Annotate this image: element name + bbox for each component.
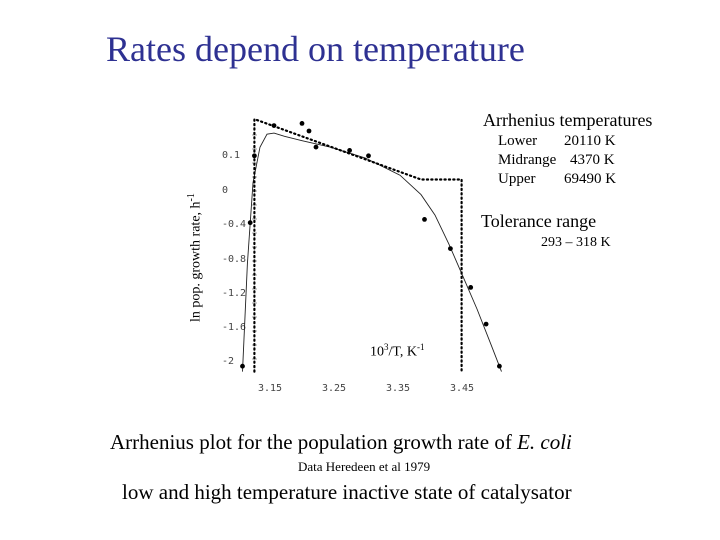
- x-axis-label: 103/T, K-1: [368, 342, 427, 361]
- arrhenius-row-value: 4370 K: [570, 152, 615, 168]
- x-tick-label: 3.15: [258, 383, 282, 394]
- y-tick-label: 0: [222, 185, 228, 196]
- x-tick-label: 3.45: [450, 383, 474, 394]
- arrhenius-temperatures-heading: Arrhenius temperatures: [483, 110, 653, 130]
- data-point: [422, 217, 427, 222]
- data-point: [497, 363, 502, 369]
- arrhenius-row-value: 69490 K: [564, 171, 617, 187]
- data-point: [448, 246, 453, 252]
- x-tick-label: 3.25: [322, 383, 346, 394]
- arrhenius-row-value: 20110 K: [564, 133, 616, 149]
- data-point: [366, 153, 371, 159]
- arrhenius-row-label: Midrange: [498, 152, 557, 168]
- data-source: Data Heredeen et al 1979: [298, 459, 431, 474]
- arrhenius-row-upper: Upper 69490 K: [498, 171, 616, 188]
- y-tick-label: 0.1: [222, 150, 240, 161]
- tolerance-range-value: 293 – 318 K: [541, 235, 611, 250]
- x-tick-label: 3.35: [386, 383, 410, 394]
- y-tick-labels: 0.1 0 -0.4 -0.8 -1.2 -1.6 -2: [222, 150, 246, 367]
- subcaption: low and high temperature inactive state …: [122, 480, 572, 504]
- data-point: [313, 144, 319, 150]
- y-axis-label: ln pop. growth rate, h-1: [186, 193, 204, 322]
- data-point: [347, 148, 352, 153]
- data-point: [306, 128, 312, 134]
- y-tick-label: -0.8: [222, 254, 246, 265]
- data-point: [252, 153, 257, 159]
- slide-title: Rates depend on temperature: [106, 29, 525, 69]
- data-points: [240, 121, 502, 369]
- data-point: [468, 285, 474, 290]
- caption-species: E. coli: [517, 430, 572, 454]
- tolerance-range-heading: Tolerance range: [481, 211, 597, 231]
- arrhenius-row-label: Upper: [498, 171, 536, 187]
- y-tick-label: -1.6: [222, 322, 246, 333]
- y-tick-label: -0.4: [222, 219, 246, 230]
- x-tick-labels: 3.15 3.25 3.35 3.45: [258, 383, 474, 394]
- data-point: [299, 121, 305, 126]
- y-tick-label: -1.2: [222, 288, 246, 299]
- arrhenius-row-lower: Lower 20110 K: [498, 133, 616, 150]
- y-tick-label: -2: [222, 356, 234, 367]
- data-point: [483, 321, 489, 327]
- data-point: [271, 123, 277, 128]
- dotted-envelope: [253, 117, 463, 373]
- figure-caption: Arrhenius plot for the population growth…: [110, 430, 572, 454]
- fit-curve: [242, 132, 502, 372]
- data-point: [240, 363, 245, 369]
- arrhenius-row-label: Lower: [498, 133, 538, 149]
- data-point: [247, 220, 253, 226]
- arrhenius-row-midrange: Midrange 4370 K: [498, 152, 615, 169]
